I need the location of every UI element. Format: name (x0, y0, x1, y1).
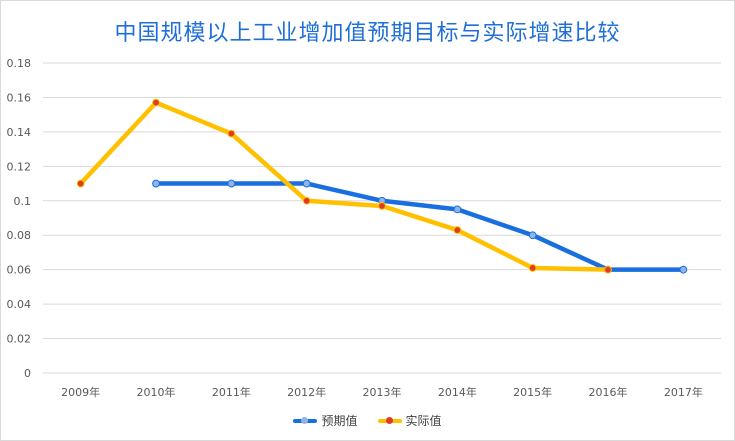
point-1-5 (453, 226, 462, 234)
chart-title: 中国规模以上工业增加值预期目标与实际增速比较 (114, 21, 621, 46)
x-tick-label-8: 2017年 (664, 385, 703, 399)
point-0-5 (453, 205, 462, 214)
y-tick-label-0: 0 (24, 367, 31, 380)
x-tick-label-4: 2013年 (363, 385, 402, 399)
legend-item-expected[interactable]: 预期值 (293, 412, 358, 429)
legend-label-actual: 实际值 (405, 414, 442, 428)
x-tick-label-7: 2016年 (589, 385, 628, 399)
point-0-3 (302, 179, 311, 188)
point-0-8 (679, 265, 688, 274)
y-tick-label-1: 0.02 (7, 333, 32, 346)
legend-label-expected: 预期值 (321, 414, 358, 428)
x-tick-label-0: 2009年 (61, 385, 100, 399)
x-tick-label-2: 2011年 (212, 385, 251, 399)
y-tick-label-4: 0.08 (7, 229, 32, 242)
x-tick-label-3: 2012年 (287, 385, 326, 399)
point-1-2 (227, 129, 236, 138)
x-tick-label-5: 2014年 (438, 385, 477, 399)
y-tick-label-8: 0.16 (7, 91, 32, 104)
point-1-7 (604, 265, 612, 274)
y-tick-label-9: 0.18 (7, 57, 32, 70)
series-line-0 (153, 181, 686, 272)
y-tick-label-6: 0.12 (7, 160, 32, 173)
point-1-6 (528, 264, 537, 272)
point-0-2 (227, 179, 236, 188)
point-1-0 (76, 179, 85, 188)
point-1-3 (302, 196, 311, 205)
y-tick-label-2: 0.04 (7, 298, 32, 311)
point-0-6 (528, 231, 537, 240)
x-tick-label-1: 2010年 (137, 385, 176, 399)
y-tick-label-7: 0.14 (7, 126, 32, 139)
legend: 预期值 实际值 (1, 412, 734, 429)
point-0-1 (152, 179, 160, 188)
point-1-4 (378, 202, 386, 210)
legend-swatch-expected (293, 416, 318, 426)
x-tick-label-6: 2015年 (513, 385, 552, 399)
y-tick-label-3: 0.06 (7, 264, 32, 277)
legend-swatch-actual (377, 416, 402, 426)
point-1-1 (152, 98, 160, 107)
series-line-1 (78, 100, 611, 272)
y-tick-label-5: 0.1 (14, 195, 32, 208)
legend-item-actual[interactable]: 实际值 (377, 412, 442, 429)
